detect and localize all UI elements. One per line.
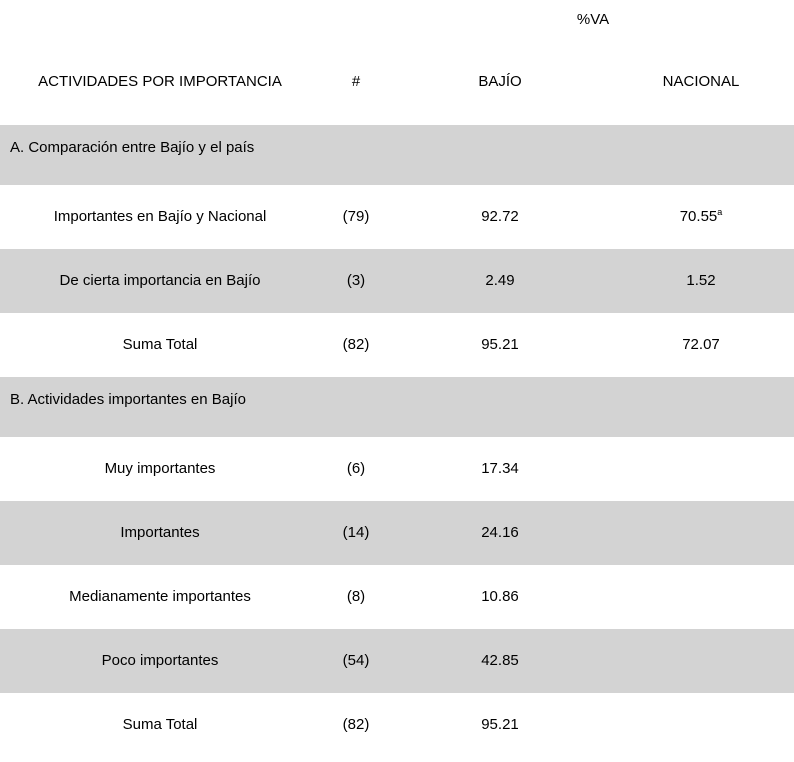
table-row: De cierta importancia en Bajío (3) 2.49 1.5… [0,249,794,313]
table-header-row: ACTIVIDADES POR IMPORTANCIA # BAJÍO NACI… [0,38,794,125]
row-bajio: 17.34 [481,460,519,477]
row-label: Suma Total [122,336,198,353]
row-bajio: 95.21 [481,716,519,733]
column-header-count: # [351,72,361,90]
row-count: (14) [342,524,370,541]
table-row: Importantes (14) 24.16 [0,501,794,565]
table-row: Medianamente importantes (8) 10.86 [0,565,794,629]
row-count: (6) [346,460,366,477]
row-bajio: 95.21 [481,336,519,353]
table-row: Suma Total (82) 95.21 72.07 [0,313,794,377]
column-header-nacional: NACIONAL [662,72,740,90]
column-header-actividades: ACTIVIDADES POR IMPORTANCIA [38,72,282,90]
row-bajio: 10.86 [481,588,519,605]
table-body: A. Comparación entre Bajío y el país Impo… [0,125,794,757]
row-count: (54) [342,652,370,669]
column-header-bajio: BAJÍO [478,72,522,90]
va-span-header: %VA [576,10,610,28]
row-count: (79) [342,208,370,225]
section-header: B. Actividades importantes en Bajío [0,377,794,437]
table-span-header-row: %VA [0,0,794,38]
row-label: Medianamente importantes [69,588,251,605]
row-nacional: 1.52 [686,272,716,289]
row-label: Muy importantes [104,460,216,477]
row-count: (82) [342,716,370,733]
row-label: De cierta importancia en Bajío [59,272,261,289]
row-count: (3) [346,272,366,289]
row-label: Importantes [120,524,200,541]
section-header: A. Comparación entre Bajío y el país [0,125,794,185]
section-title: B. Actividades importantes en Bajío [10,391,246,408]
row-nacional: 70.55a [679,207,723,226]
row-count: (8) [346,588,366,605]
row-label: Poco importantes [101,652,219,669]
row-bajio: 24.16 [481,524,519,541]
section-title: A. Comparación entre Bajío y el país [10,139,255,156]
row-bajio: 92.72 [481,208,519,225]
row-count: (82) [342,336,370,353]
table-row: Suma Total (82) 95.21 [0,693,794,757]
footnote-marker: a [717,207,723,217]
row-label: Suma Total [122,716,198,733]
row-label: Importantes en Bajío y Nacional [53,208,267,225]
row-bajio: 42.85 [481,652,519,669]
table-row: Muy importantes (6) 17.34 [0,437,794,501]
row-nacional: 72.07 [682,336,720,353]
row-bajio: 2.49 [485,272,515,289]
table-row: Importantes en Bajío y Nacional (79) 92.72… [0,185,794,249]
table-row: Poco importantes (54) 42.85 [0,629,794,693]
